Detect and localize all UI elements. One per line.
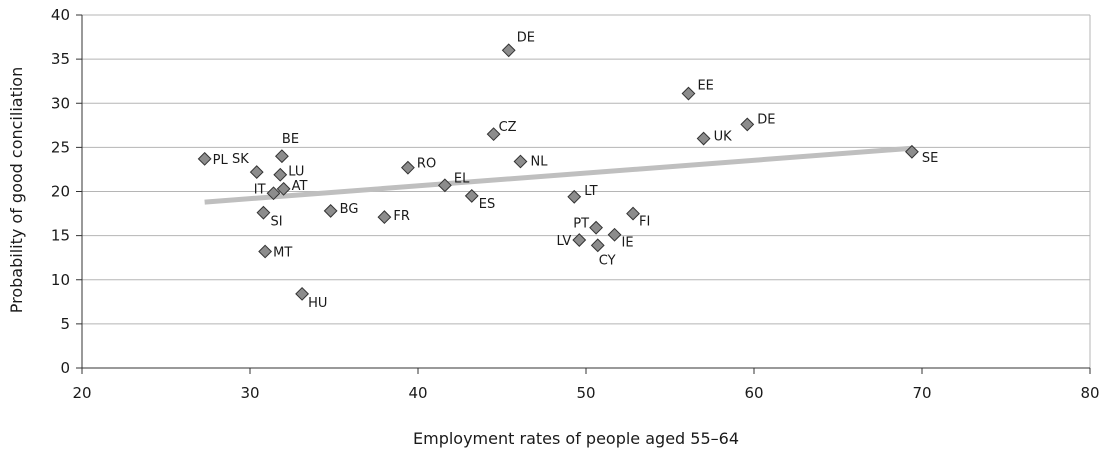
y-tick-label: 40 <box>51 6 70 24</box>
data-point-el <box>437 178 452 193</box>
data-point-nl <box>513 154 528 169</box>
point-label-bg: BG <box>340 202 359 217</box>
point-label-ee: EE <box>697 79 713 94</box>
point-label-be: BE <box>282 132 299 147</box>
point-label-fr: FR <box>393 209 410 224</box>
point-label-uk: UK <box>714 130 733 145</box>
point-label-it: IT <box>254 182 266 197</box>
data-point-ro <box>401 160 415 175</box>
point-label-cz: CZ <box>499 120 517 135</box>
point-label-lv: LV <box>557 234 572 249</box>
x-tick-label: 50 <box>576 384 595 402</box>
data-point-de <box>740 117 755 132</box>
point-label-mt: MT <box>273 246 292 261</box>
data-point-lt <box>567 189 582 204</box>
y-tick-label: 15 <box>51 227 70 245</box>
data-point-pt <box>589 220 603 235</box>
point-label-nl: NL <box>530 154 548 169</box>
data-point-si <box>256 205 271 220</box>
data-point-es <box>464 189 479 203</box>
y-tick-label: 0 <box>60 359 70 377</box>
data-point-ee <box>681 86 696 101</box>
point-label-pt: PT <box>573 217 589 232</box>
data-points <box>197 43 919 301</box>
data-point-sk <box>249 165 264 179</box>
data-point-lv <box>572 233 587 247</box>
point-label-si: SI <box>270 215 282 230</box>
y-tick-label: 35 <box>51 50 70 68</box>
data-point-de <box>501 43 516 58</box>
data-point-pl <box>197 151 212 166</box>
trendline <box>204 145 913 205</box>
x-tick-label: 80 <box>1080 384 1099 402</box>
trendline-group <box>204 145 913 205</box>
data-point-hu <box>295 286 309 301</box>
data-point-be <box>275 149 289 164</box>
y-tick-label: 5 <box>60 315 70 333</box>
data-point-uk <box>696 131 711 146</box>
axes: 0 5 10 15 20 25 30 35 40 20 30 40 50 60 70 80 <box>51 6 1100 402</box>
point-label-sk: SK <box>232 152 249 167</box>
data-point-fr <box>377 210 392 224</box>
x-tick-label: 60 <box>744 384 763 402</box>
data-point-bg <box>323 204 338 218</box>
data-point-cy <box>590 238 605 253</box>
x-tick-label: 40 <box>408 384 427 402</box>
data-point-at <box>276 181 291 196</box>
y-axis-title: Probability of good conciliation <box>7 67 26 313</box>
point-label-pl: PL <box>213 153 229 168</box>
y-tick-label: 30 <box>51 94 70 112</box>
y-tick-label: 20 <box>51 183 70 201</box>
data-point-ie <box>607 227 622 242</box>
data-point-it <box>266 186 281 201</box>
point-label-se: SE <box>922 151 938 166</box>
data-point-se <box>905 144 919 159</box>
point-label-lu: LU <box>288 165 304 180</box>
data-point-cz <box>486 127 501 142</box>
point-label-cy: CY <box>599 253 616 268</box>
x-tick-label: 30 <box>240 384 259 402</box>
point-label-at: AT <box>292 179 308 194</box>
y-tick-label: 25 <box>51 138 70 156</box>
x-tick-label: 70 <box>912 384 931 402</box>
point-label-hu: HU <box>308 296 327 311</box>
point-label-ie: IE <box>622 236 634 251</box>
point-label-de: DE <box>517 30 535 45</box>
point-label-fi: FI <box>639 215 650 230</box>
gridlines <box>82 14 1091 368</box>
y-tick-label: 10 <box>51 271 70 289</box>
point-label-es: ES <box>479 197 495 212</box>
x-tick-label: 20 <box>72 384 91 402</box>
point-label-de: DE <box>757 112 775 127</box>
data-point-fi <box>626 206 640 221</box>
point-label-el: EL <box>454 171 470 186</box>
x-axis-title: Employment rates of people aged 55–64 <box>413 429 739 448</box>
point-label-ro: RO <box>417 157 436 172</box>
data-point-lu <box>273 167 288 182</box>
data-point-mt <box>258 244 273 259</box>
point-label-lt: LT <box>584 184 597 199</box>
